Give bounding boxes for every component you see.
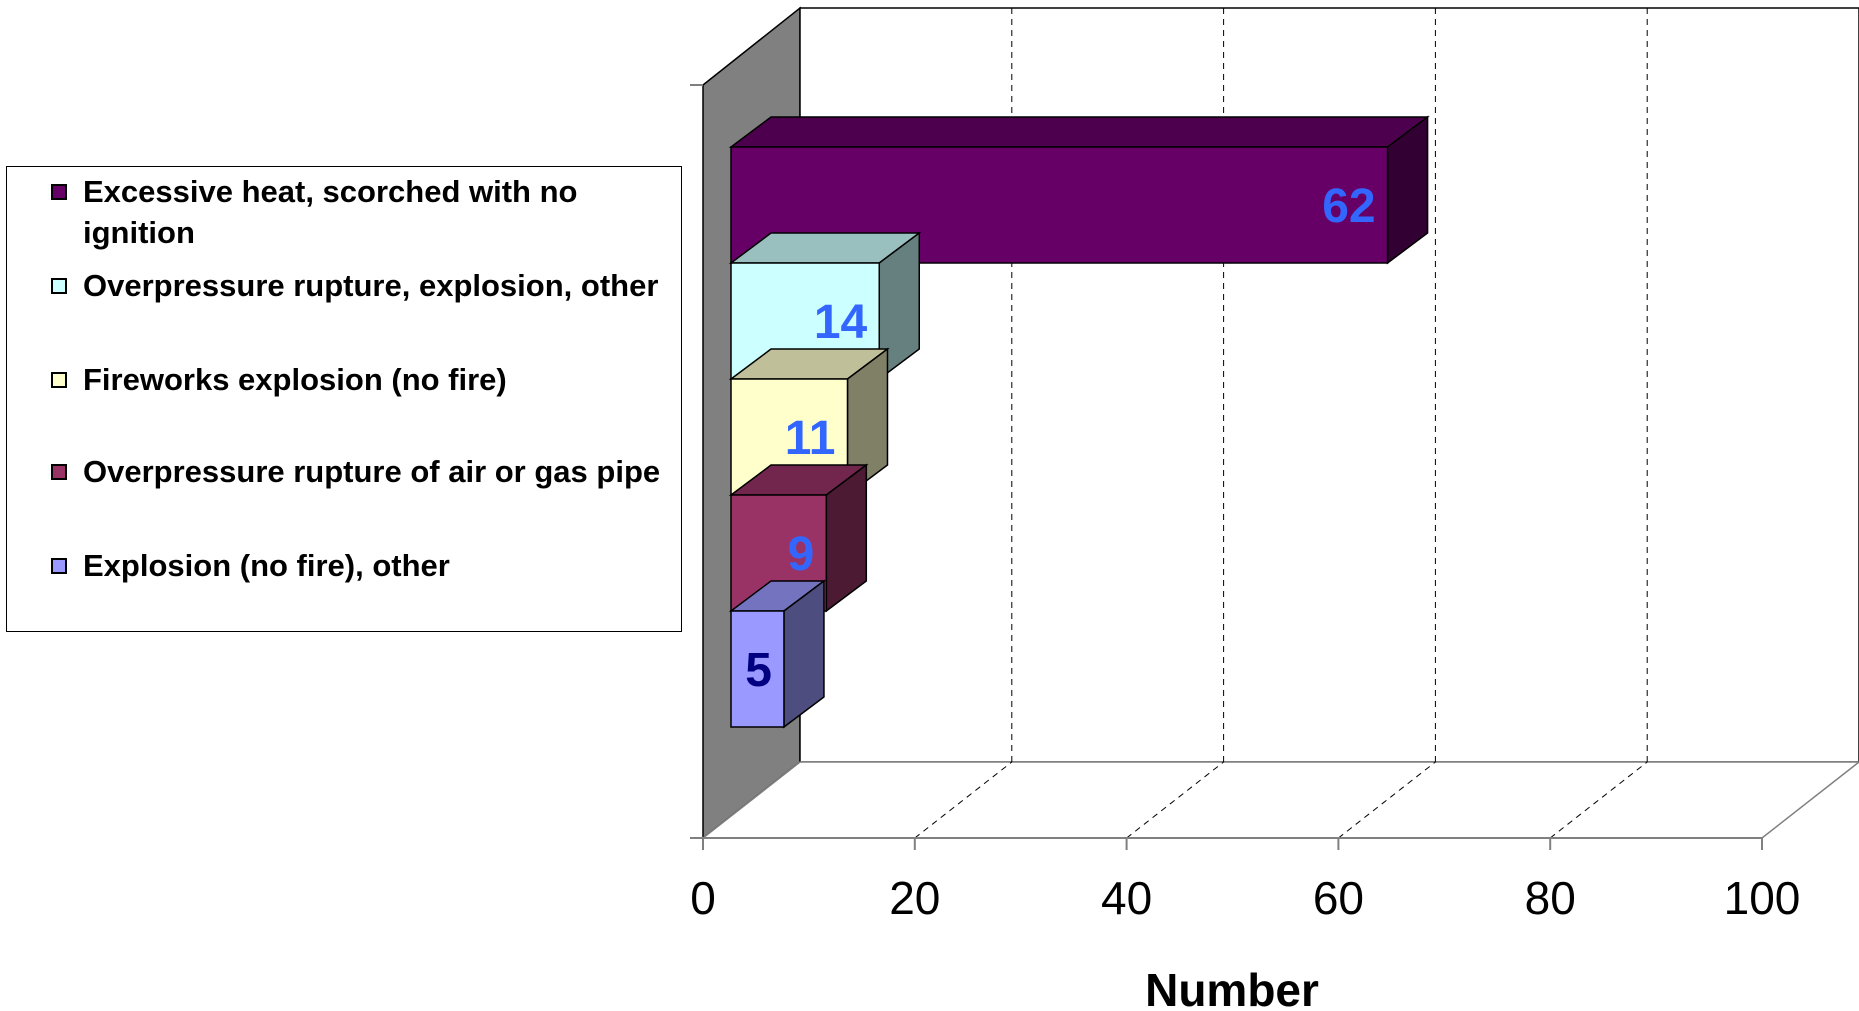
bar-top-face xyxy=(728,116,1430,148)
bar: 5 xyxy=(728,579,827,729)
data-label: 62 xyxy=(1322,180,1375,233)
legend-swatch xyxy=(51,184,67,200)
x-tick-label: 100 xyxy=(1724,872,1801,924)
legend-swatch xyxy=(51,278,67,294)
legend-item: Overpressure rupture of air or gas pipe xyxy=(51,451,671,492)
legend-label: Explosion (no fire), other xyxy=(83,548,450,583)
bar-front-face xyxy=(730,610,785,728)
x-tick-labels: 0 20 40 60 80 100 xyxy=(690,872,1800,924)
floor xyxy=(700,761,1859,839)
x-tick-label: 60 xyxy=(1313,872,1364,924)
bar: 62 xyxy=(728,115,1430,265)
x-tick-label: 40 xyxy=(1101,872,1152,924)
x-axis xyxy=(690,84,1763,850)
legend-label: Excessive heat, scorched with no ignitio… xyxy=(83,174,578,250)
bars: 62 14 11 9 5 xyxy=(728,115,1430,729)
legend-item: Excessive heat, scorched with no ignitio… xyxy=(51,171,671,253)
gridline-floor xyxy=(1549,761,1648,839)
data-label: 11 xyxy=(785,412,836,465)
legend-item: Overpressure rupture, explosion, other xyxy=(51,265,671,306)
x-axis-title: Number xyxy=(1145,964,1319,1011)
legend-label: Overpressure rupture, explosion, other xyxy=(83,268,659,303)
bar-front-face xyxy=(730,146,1389,264)
data-label: 9 xyxy=(788,528,815,581)
legend-swatch xyxy=(51,558,67,574)
data-label: 14 xyxy=(814,296,868,349)
legend-item: Fireworks explosion (no fire) xyxy=(51,359,671,400)
gridline-floor xyxy=(914,761,1013,839)
x-tick-label: 20 xyxy=(889,872,940,924)
legend-swatch xyxy=(51,372,67,388)
legend-swatch xyxy=(51,464,67,480)
data-label: 5 xyxy=(745,644,772,697)
bar: 14 xyxy=(728,231,922,381)
x-tick-label: 80 xyxy=(1525,872,1576,924)
gridline-floor xyxy=(1126,761,1224,839)
legend: Excessive heat, scorched with no ignitio… xyxy=(6,166,682,632)
legend-label: Fireworks explosion (no fire) xyxy=(83,362,507,397)
bar: 9 xyxy=(728,463,869,613)
legend-item: Explosion (no fire), other xyxy=(51,545,671,586)
gridline-floor xyxy=(1338,761,1436,839)
legend-label: Overpressure rupture of air or gas pipe xyxy=(83,454,661,489)
x-tick-label: 0 xyxy=(690,872,716,924)
